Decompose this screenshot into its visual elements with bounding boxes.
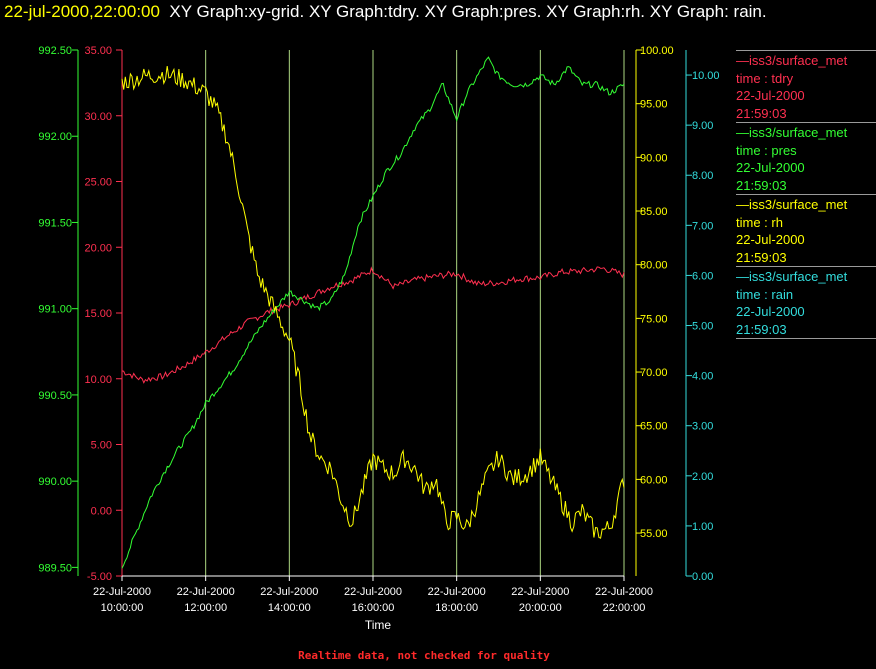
rain-tick-label: 3.00 [692,421,713,433]
x-tick-date: 22-Jul-2000 [595,586,653,598]
x-tick-time: 16:00:00 [352,602,395,614]
rain-tick-label: 6.00 [692,270,713,282]
rh-tick-label: 60.00 [640,474,668,486]
x-tick-date: 22-Jul-2000 [177,586,235,598]
legend-time: 21:59:03 [736,105,787,121]
rain-tick-label: 7.00 [692,220,713,232]
legend-source: —iss3/surface_met [736,269,848,284]
rain-tick-label: 8.00 [692,170,713,182]
rh-tick-label: 55.00 [640,528,668,540]
pres-tick-label: 990.50 [38,390,72,402]
quality-note: Realtime data, not checked for quality [298,649,550,662]
rain-tick-label: 1.00 [692,521,713,533]
x-tick-time: 18:00:00 [435,602,478,614]
x-tick-date: 22-Jul-2000 [428,586,486,598]
series-line-pres [121,56,625,569]
x-tick-date: 22-Jul-2000 [344,586,402,598]
legend-date: 22-Jul-2000 [736,232,805,247]
legend-time: 21:59:03 [736,321,787,337]
x-tick-date: 22-Jul-2000 [93,586,151,598]
rh-tick-label: 100.00 [640,45,674,57]
rain-tick-label: 5.00 [692,321,713,333]
pres-tick-label: 990.00 [38,476,72,488]
pres-tick-label: 991.00 [38,304,72,316]
x-tick-date: 22-Jul-2000 [511,586,569,598]
rh-tick-label: 65.00 [640,421,668,433]
legend-var: time : rh [736,214,783,230]
tdry-tick-label: 30.00 [84,111,112,123]
grid-lines [205,50,625,576]
rain-tick-label: 0.00 [692,571,713,583]
pres-tick-label: 992.00 [38,131,72,143]
rh-tick-label: 75.00 [640,313,668,325]
graph-list: XY Graph:xy-grid. XY Graph:tdry. XY Grap… [169,2,767,21]
x-tick-date: 22-Jul-2000 [260,586,318,598]
x-tick-time: 14:00:00 [268,602,311,614]
legend-date: 22-Jul-2000 [736,160,805,175]
series-line-tdry [121,266,625,384]
x-tick-time: 22:00:00 [603,602,646,614]
legend-source: —iss3/surface_met [736,125,848,140]
x-tick-time: 12:00:00 [184,602,227,614]
rain-tick-label: 2.00 [692,471,713,483]
tdry-tick-label: 5.00 [91,440,112,452]
legend-source: —iss3/surface_met [736,53,848,68]
rain-tick-label: 9.00 [692,120,713,132]
legend-var: time : tdry [736,70,794,86]
legend-source: —iss3/surface_met [736,197,848,212]
x-axis-title: Time [365,618,392,632]
legend-var: time : pres [736,142,797,158]
x-axis: 22-Jul-2000 10:00:00 22-Jul-2000 12:00:00 22… [93,575,653,632]
rh-tick-label: 80.00 [640,260,668,272]
legend-var: time : rain [736,286,794,302]
tdry-tick-label: 10.00 [84,374,112,386]
rh-tick-label: 90.00 [640,152,668,164]
rh-tick-label: 95.00 [640,99,668,111]
legend-time: 21:59:03 [736,249,787,265]
x-tick-time: 10:00:00 [101,602,144,614]
pres-tick-label: 991.50 [38,217,72,229]
tdry-tick-label: -5.00 [87,571,112,583]
legend: —iss3/surface_met time : tdry 22-Jul-2000 2… [736,50,876,340]
tdry-tick-label: 35.00 [84,45,112,57]
timestamp: 22-jul-2000,22:00:00 [4,2,160,21]
axes: -5.00 0.00 5.00 10.00 15.00 20.00 25.00 30.00 35… [38,45,719,583]
x-tick-time: 20:00:00 [519,602,562,614]
pres-tick-label: 989.50 [38,562,72,574]
rain-tick-label: 4.00 [692,371,713,383]
tdry-tick-label: 15.00 [84,308,112,320]
title-bar: 22-jul-2000,22:00:00 XY Graph:xy-grid. X… [4,2,872,22]
legend-date: 22-Jul-2000 [736,88,805,103]
rh-tick-label: 70.00 [640,367,668,379]
tdry-tick-label: 0.00 [91,505,112,517]
legend-end-rule [736,338,876,340]
series-line-rh [121,66,625,539]
rain-tick-label: 10.00 [692,70,720,82]
rh-tick-label: 85.00 [640,206,668,218]
legend-time: 21:59:03 [736,177,787,193]
tdry-tick-label: 25.00 [84,177,112,189]
pres-tick-label: 992.50 [38,45,72,57]
tdry-tick-label: 20.00 [84,242,112,254]
legend-date: 22-Jul-2000 [736,304,805,319]
